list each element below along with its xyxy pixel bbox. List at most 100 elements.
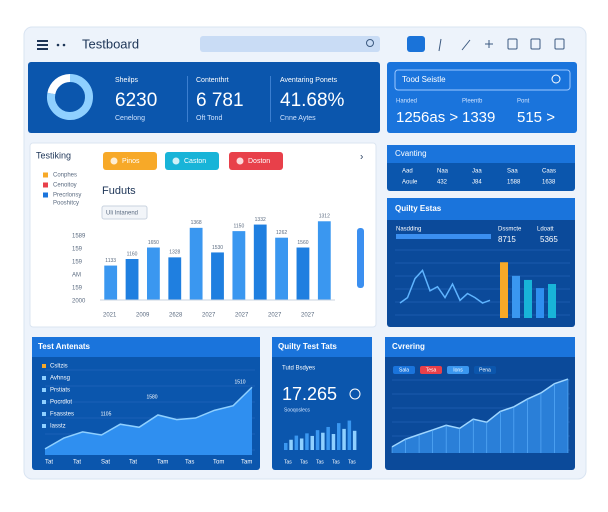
panel-header (272, 337, 372, 357)
tool-icon[interactable] (554, 38, 565, 50)
bar-tag: 1560 (297, 240, 308, 246)
x-tick-label: 2009 (136, 313, 150, 319)
filter-button[interactable] (103, 152, 157, 170)
legend-label: Cenoitoy (53, 183, 77, 189)
bar-tag: 1150 (233, 223, 244, 229)
chip[interactable] (393, 366, 415, 374)
legend-label: Precrlonsy (53, 193, 81, 199)
x-tick-label: 2628 (169, 313, 183, 319)
kpi-icon (349, 388, 361, 400)
x-tick-label: Sat (101, 460, 110, 466)
bar-tag: 1650 (148, 240, 159, 246)
bar (305, 433, 309, 450)
point-tag: 1105 (101, 411, 112, 417)
donut-segment (47, 74, 93, 120)
x-tick-label: Tas (284, 459, 292, 465)
x-tick-label: Tas (185, 460, 194, 466)
progress (396, 234, 491, 239)
bar-tag: 1332 (255, 217, 266, 223)
panel-header (387, 198, 575, 220)
chip-label: Tesa (426, 367, 437, 373)
filter-chip[interactable] (101, 205, 148, 220)
stat-value: 41.68% (280, 90, 345, 111)
app-title: Testboard (82, 36, 139, 51)
stats-panel (28, 62, 380, 133)
x-tick-label: Tat (73, 460, 81, 466)
bar (284, 442, 288, 450)
stat-sub: Cenelong (115, 115, 145, 122)
x-tick-label: Tat (129, 460, 137, 466)
tool-icon[interactable] (530, 38, 541, 50)
x-tick-label: 2027 (301, 313, 315, 319)
y-tick-label: 159 (72, 260, 83, 266)
section-title: Quilty Test Tats (278, 342, 337, 351)
tool-icon[interactable] (507, 38, 518, 50)
x-tick-label: Tas (316, 459, 324, 465)
table-cell: J84 (472, 180, 482, 186)
x-tick-label: Tas (300, 459, 308, 465)
chip[interactable] (474, 366, 496, 374)
kpi-value: 17.265 (282, 384, 337, 404)
bar (512, 275, 520, 318)
summary-search-box[interactable] (394, 69, 571, 91)
stat-label: Sheilps (115, 77, 138, 84)
bar (125, 259, 139, 300)
tool-icon[interactable] (438, 38, 442, 52)
search-icon (551, 74, 561, 84)
bar-tag: 1368 (191, 220, 202, 226)
scrollbar[interactable] (357, 228, 364, 288)
stat-value: 6230 (115, 90, 157, 111)
x-tick-label: Tom (213, 460, 224, 466)
metric-value: 8715 (498, 235, 516, 244)
panel-header (387, 145, 575, 163)
bar (289, 439, 293, 450)
bar-tag: 1328 (169, 250, 180, 256)
legend-swatch (42, 400, 46, 404)
chip[interactable] (420, 366, 442, 374)
summary-label: Handed (396, 99, 417, 105)
x-tick-label: 2027 (202, 313, 216, 319)
filter-button[interactable] (165, 152, 219, 170)
x-tick-label: 2021 (103, 313, 117, 319)
divider (187, 76, 188, 122)
section-title: Testiking (36, 150, 71, 160)
stat-label: Contenthrt (196, 77, 229, 84)
chip-label: Sala (399, 367, 409, 373)
next-arrow[interactable]: › (360, 152, 363, 163)
button-icon (110, 157, 118, 165)
bar (37, 48, 48, 50)
divider (270, 76, 271, 122)
stat-sub: Cnne Aytes (280, 115, 316, 122)
filter-chip-label: Uli Intanend (106, 211, 138, 217)
legend-label: Iasstz (50, 424, 66, 430)
bar-tag: 1262 (276, 230, 287, 236)
dot (62, 43, 66, 47)
legend-swatch (43, 172, 48, 178)
search-bar[interactable] (200, 36, 380, 52)
table-cell: 1638 (542, 180, 556, 186)
tool-icon[interactable] (461, 39, 471, 51)
summary-value: 515 > (517, 109, 555, 126)
table-cell: Naa (437, 169, 449, 175)
menu-icon[interactable] (37, 40, 66, 50)
bar (211, 252, 224, 300)
chip[interactable] (447, 366, 469, 374)
bar-tag: 1312 (319, 214, 330, 220)
chip-label: Pena (479, 367, 491, 373)
button-icon (236, 157, 244, 165)
x-tick-label: Tas (348, 459, 356, 465)
section-title: Quilty Estas (395, 204, 442, 213)
x-tick-label: 2027 (268, 313, 282, 319)
filter-button[interactable] (229, 152, 283, 170)
y-tick-label: 159 (72, 286, 83, 292)
active-tool[interactable] (407, 36, 425, 52)
legend-swatch (43, 182, 48, 188)
summary-value: 1339 (462, 109, 495, 126)
legend-swatch (43, 192, 48, 198)
metric-label: Nasdding (396, 227, 421, 233)
bar (37, 44, 48, 46)
tool-icon[interactable] (485, 40, 493, 48)
bar (315, 430, 320, 450)
bar (275, 237, 288, 300)
bar (232, 231, 246, 300)
